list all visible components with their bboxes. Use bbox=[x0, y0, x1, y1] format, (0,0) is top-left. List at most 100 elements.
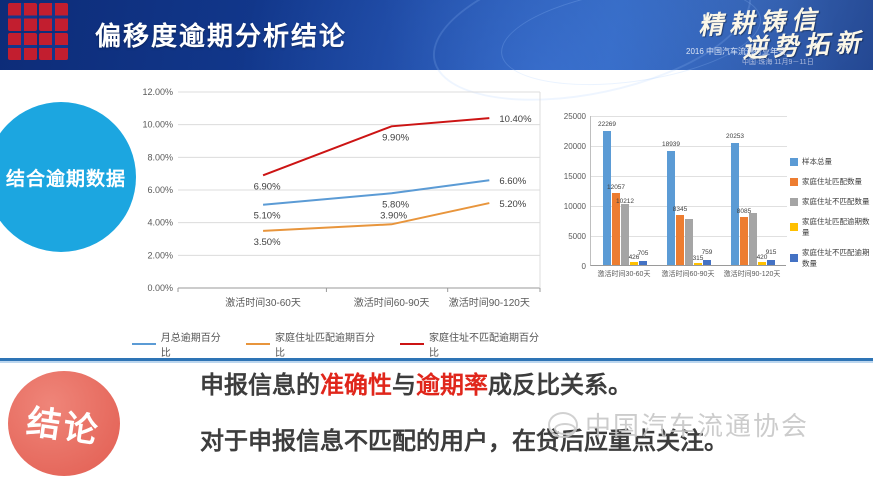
bar: 18939 bbox=[662, 141, 680, 265]
legend-label: 样本总量 bbox=[802, 157, 832, 166]
bar-value-label: 10212 bbox=[615, 197, 635, 205]
legend-item: 家庭住址不匹配逾期百分比 bbox=[400, 329, 548, 359]
watermark: 中国汽车流通协会 bbox=[548, 406, 809, 443]
legend-swatch bbox=[790, 254, 798, 262]
section-divider bbox=[0, 358, 873, 361]
legend-swatch bbox=[790, 223, 798, 231]
legend-label: 家庭住址匹配逾期百分比 bbox=[275, 333, 376, 359]
y-tick-label: 2.00% bbox=[147, 250, 173, 260]
bar: 420 bbox=[757, 254, 767, 265]
bar-value-label: 8085 bbox=[736, 207, 752, 215]
data-point-label: 9.90% bbox=[382, 132, 409, 143]
overdue-data-badge: 结合逾期数据 bbox=[0, 102, 136, 252]
legend-item: 样本总量 bbox=[790, 156, 872, 167]
line-chart-svg: 0.00% 2.00% 4.00% 6.00% 8.00% 10.00% 12.00% 激活时… bbox=[142, 87, 541, 309]
data-point-label: 5.20% bbox=[499, 199, 526, 210]
conclusion-fragment: 与 bbox=[392, 372, 416, 399]
line-series bbox=[263, 202, 490, 232]
association-logo-icon bbox=[548, 411, 578, 438]
highlighted-term: 逾期率 bbox=[416, 372, 488, 399]
seal-quadrant bbox=[39, 32, 68, 60]
overdue-percentage-line-chart: 0.00% 2.00% 4.00% 6.00% 8.00% 10.00% 12.00% 激活时… bbox=[132, 84, 548, 359]
conclusion-line2: 对于申报信息不匹配的用户，在贷后应重点关注。 bbox=[200, 427, 728, 455]
y-tick-label: 8.00% bbox=[147, 152, 173, 162]
legend-item: 家庭住址匹配数量 bbox=[790, 176, 872, 187]
gridline bbox=[591, 206, 787, 207]
bar-value-label: 315 bbox=[692, 255, 704, 263]
legend-item: 家庭住址不匹配数量 bbox=[790, 196, 872, 207]
highlighted-term: 准确性 bbox=[320, 372, 392, 399]
section-divider-glow bbox=[0, 361, 873, 363]
bar-group: 22269 12057 10212 426 705 bbox=[595, 121, 655, 265]
y-tick-label: 0.00% bbox=[147, 283, 173, 293]
bar: 915 bbox=[766, 249, 776, 265]
legend-label: 家庭住址匹配数量 bbox=[802, 177, 862, 186]
bar: 12057 bbox=[607, 184, 625, 265]
bar: 10212 bbox=[616, 198, 634, 265]
y-tick-label: 25000 bbox=[563, 112, 586, 121]
line-chart-legend: 月总逾期百分比 家庭住址匹配逾期百分比 家庭住址不匹配逾期百分比 bbox=[132, 329, 548, 359]
y-tick-label: 0 bbox=[581, 262, 586, 271]
bar bbox=[685, 218, 693, 265]
bar: 8345 bbox=[673, 206, 687, 265]
y-tick-label: 15000 bbox=[563, 172, 586, 181]
bar-value-label: 915 bbox=[765, 248, 777, 256]
x-tick-label: 激活时间30-60天 bbox=[597, 271, 651, 278]
y-tick-label: 10.00% bbox=[142, 120, 173, 130]
conclusion-line1: 申报信息的准确性与逾期率成反比关系。 bbox=[200, 372, 780, 400]
bar-chart-plot-area: 0 5000 10000 15000 20000 25000 22269 12057 10212… bbox=[562, 98, 790, 278]
event-info: 中国·珠海 11月9－11日 bbox=[742, 59, 814, 66]
legend-swatch bbox=[400, 343, 424, 345]
data-point-label: 5.80% bbox=[382, 199, 409, 210]
bar-value-label: 12057 bbox=[606, 183, 626, 191]
legend-swatch bbox=[790, 177, 798, 186]
data-point-label: 6.60% bbox=[499, 176, 526, 187]
data-point-label: 5.10% bbox=[254, 211, 281, 222]
legend-swatch bbox=[790, 197, 798, 206]
y-tick-label: 4.00% bbox=[147, 218, 173, 228]
bar: 426 bbox=[629, 254, 639, 265]
bar-group: 18939 8345 315 759 bbox=[659, 141, 719, 265]
gridline bbox=[591, 146, 787, 147]
x-tick-label: 激活时间30-60天 bbox=[225, 296, 301, 308]
bar: 315 bbox=[693, 255, 703, 265]
bar-chart-legend: 样本总量家庭住址匹配数量家庭住址不匹配数量家庭住址匹配逾期数量 家庭住址不匹配逾期… bbox=[790, 98, 872, 269]
gridline bbox=[591, 116, 787, 117]
legend-swatch bbox=[790, 157, 798, 166]
header-banner: 偏移度逾期分析结论 精耕铸信 逆势拓新 2016 中国汽车流通行业年会 中国·珠… bbox=[0, 0, 873, 70]
data-point-label: 3.50% bbox=[254, 237, 281, 248]
red-seal-icon bbox=[8, 3, 68, 60]
bar: 759 bbox=[702, 249, 712, 265]
bar-group: 20253 8085 420 915 bbox=[723, 133, 783, 265]
data-point-label: 3.90% bbox=[380, 210, 407, 221]
legend-label: 家庭住址不匹配逾期数量 bbox=[802, 248, 870, 268]
y-tick-label: 10000 bbox=[563, 202, 586, 211]
bar-value-label: 759 bbox=[701, 249, 713, 257]
bar-value-label: 420 bbox=[756, 254, 768, 262]
event-name: 2016 中国汽车流通行业年会 bbox=[686, 47, 787, 56]
data-point-label: 10.40% bbox=[499, 114, 532, 125]
legend-label: 家庭住址不匹配逾期百分比 bbox=[428, 333, 539, 359]
legend-label: 月总逾期百分比 bbox=[160, 333, 221, 359]
x-tick-label: 激活时间60-90天 bbox=[661, 271, 715, 278]
conclusion-fragment: 成反比关系。 bbox=[488, 372, 632, 399]
data-point-label: 6.90% bbox=[254, 181, 281, 192]
seal-quadrant bbox=[8, 3, 37, 31]
line-series bbox=[262, 117, 490, 177]
legend-item: 家庭住址不匹配逾期数量 bbox=[790, 247, 872, 269]
sample-count-bar-chart: 0 5000 10000 15000 20000 25000 22269 12057 10212… bbox=[562, 98, 872, 278]
x-tick-label: 激活时间90-120天 bbox=[449, 296, 530, 308]
y-tick-label: 20000 bbox=[563, 142, 586, 151]
legend-swatch bbox=[132, 343, 156, 345]
seal-quadrant bbox=[39, 3, 68, 31]
legend-swatch bbox=[246, 343, 271, 345]
legend-label: 家庭住址匹配逾期数量 bbox=[802, 217, 870, 237]
bar-value-label: 20253 bbox=[725, 133, 745, 141]
bar-value-label: 705 bbox=[637, 249, 649, 257]
y-tick-label: 6.00% bbox=[147, 185, 173, 195]
overdue-data-badge-label: 结合逾期数据 bbox=[5, 168, 126, 190]
x-tick-label: 激活时间90-120天 bbox=[723, 271, 781, 278]
conclusion-text-block: 申报信息的准确性与逾期率成反比关系。 对于申报信息不匹配的用户，在贷后应重点关注… bbox=[200, 372, 780, 455]
x-tick-label: 激活时间60-90天 bbox=[354, 296, 430, 308]
